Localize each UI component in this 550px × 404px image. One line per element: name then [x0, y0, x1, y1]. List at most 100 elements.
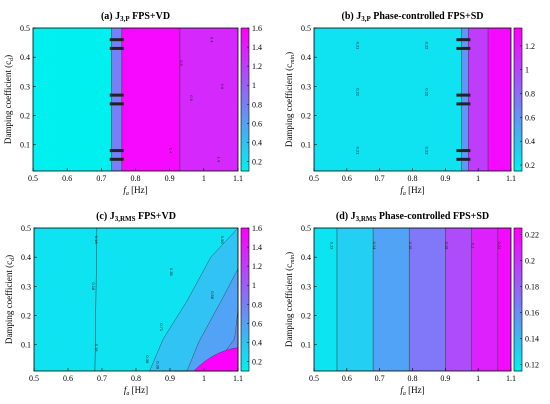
- panel-1-colorbar-tick-label: 0.4: [252, 138, 262, 147]
- panel-2-colorbar-step: [514, 149, 522, 154]
- panel-3-y-tick-label: 0.3: [21, 282, 31, 291]
- panel-1-contour-label: 0.5: [179, 60, 184, 66]
- panel-1-colorbar-step: [241, 42, 249, 47]
- panel-4-x-tick-label: 0.7: [375, 374, 385, 383]
- panel-2-colorbar-step: [514, 60, 522, 65]
- panel-3-contour-label: 0.58: [220, 236, 225, 245]
- panel-3-x-tick-label: 1: [202, 374, 206, 383]
- panel-3-y-label-subscript: d: [10, 257, 16, 261]
- panel-1-x-axis-label: fa [Hz]: [123, 185, 147, 197]
- panel-4-colorbar-step: [514, 345, 522, 351]
- panel-4-colorbar-step: [514, 317, 522, 322]
- panel-2-y-axis-label: Damping coefficient (cmin): [284, 52, 296, 147]
- panel-2-x-tick-label: 0.9: [440, 174, 450, 183]
- panel-2-colorbar-tick-label: 1: [525, 66, 529, 75]
- panel-1-colorbar-step: [241, 124, 249, 129]
- panel-4-x-axis-label: fa [Hz]: [400, 385, 424, 397]
- panel-3-title-main: J: [110, 211, 115, 222]
- panel-3-colorbar-step: [241, 324, 249, 329]
- panel-1-region-0: [33, 28, 112, 171]
- panel-2-x-tick-label: 0.6: [342, 174, 352, 183]
- panel-2-title-subscript: 3,P: [361, 15, 371, 23]
- panel-3-contour-label: 0.38: [169, 268, 174, 277]
- panel-3-colorbar-step: [241, 356, 249, 361]
- panel-2-x-axis-label: fa [Hz]: [400, 185, 424, 197]
- panel-4-region-1: [336, 228, 374, 371]
- panel-3-y-tick-label: 0.1: [21, 341, 31, 350]
- panel-1-contour-label: 0.6: [220, 84, 225, 90]
- panel-3-colorbar-step: [241, 338, 249, 343]
- panel-4-colorbar-step: [514, 306, 522, 311]
- panel-2-region-0: [314, 28, 462, 171]
- panel-2-colorbar-step: [514, 156, 522, 161]
- panel-1-colorbar-step: [241, 135, 249, 140]
- panel-1-colorbar-step: [241, 53, 249, 58]
- panel-2-colorbar-step: [514, 135, 522, 140]
- panel-1-colorbar-step: [241, 31, 249, 36]
- panel-1-chart: 0.4 0.5 0.6 0.9 1.4 1.4 0.5 0.6 0.7 0.8 0.9 1 1.1 0.1…: [3, 11, 262, 197]
- panel-3-colorbar-step: [241, 295, 249, 300]
- panel-3-x-tick-label: 0.7: [97, 374, 107, 383]
- panel-1-contour-cluster-3: [109, 102, 124, 106]
- panel-1-colorbar-step: [241, 88, 249, 93]
- panel-1-colorbar-step: [241, 138, 249, 143]
- panel-4-colorbar-step: [514, 267, 522, 272]
- panel-4-y-tick-label: 0.1: [301, 341, 311, 350]
- panel-1-panel-letter: (a): [101, 11, 115, 22]
- panel-3-x-axis-label: fa [Hz]: [124, 385, 148, 397]
- panel-2-contour-label: 0.22: [425, 42, 430, 51]
- panel-2-colorbar-tick-label: 0.8: [525, 90, 535, 99]
- panel-1-colorbar-step: [241, 153, 249, 158]
- panel-1-colorbar-step: [241, 131, 249, 136]
- panel-2-colorbar-step: [514, 85, 522, 90]
- panel-3-colorbar-step: [241, 238, 249, 243]
- panel-4-colorbar-step: [514, 288, 522, 293]
- panel-3-colorbar-step: [241, 231, 249, 236]
- panel-2-colorbar-step: [514, 38, 522, 43]
- panel-3-colorbar-step: [241, 253, 249, 258]
- panel-1-colorbar-step: [241, 60, 249, 65]
- panel-1-contour-label: 1.4: [217, 157, 222, 163]
- panel-2-contour-label: 0.21: [356, 42, 361, 51]
- panel-1-y-tick-label: 0.4: [20, 53, 30, 62]
- panel-1-x-label-unit: [Hz]: [129, 185, 148, 195]
- panel-4-colorbar-step: [514, 263, 522, 268]
- panel-3-colorbar-step: [241, 270, 249, 275]
- panel-4-colorbar-step: [514, 331, 522, 336]
- panel-1-y-label-subscript: d: [9, 57, 15, 61]
- panel-1-colorbar-step: [241, 149, 249, 154]
- panel-4-colorbar-step: [514, 310, 522, 315]
- panel-4-colorbar-step: [514, 295, 522, 300]
- panel-2-x-label-symbol: f: [400, 185, 404, 195]
- panel-4-colorbar-step: [514, 349, 522, 354]
- panel-4-contour-label: 0.22: [497, 242, 502, 251]
- panel-4-x-tick-label: 0.5: [309, 374, 319, 383]
- panel-2-colorbar-step: [514, 160, 522, 165]
- panel-1-colorbar-step: [241, 163, 249, 168]
- panel-4-x-tick-label: 0.9: [440, 374, 450, 383]
- panel-1-colorbar-step: [241, 70, 249, 75]
- panel-4-colorbar-step: [514, 253, 522, 258]
- panel-4-colorbar-step: [514, 278, 522, 283]
- panel-2-colorbar-step: [514, 163, 522, 168]
- panel-2-colorbar-step: [514, 113, 522, 118]
- panel-3-colorbar-step: [241, 242, 249, 247]
- panel-1-colorbar-frame: [240, 27, 250, 172]
- panel-1-contour-label: 1.4: [169, 148, 174, 154]
- panel-1-colorbar-step: [241, 110, 249, 115]
- panel-1-y-axis-label: Damping coefficient (cd): [3, 55, 15, 144]
- panel-3-contour-label: 0.18: [94, 344, 99, 353]
- panel-4-colorbar-step: [514, 335, 522, 340]
- panel-2-colorbar-step: [514, 153, 522, 158]
- panel-1-colorbar-step: [241, 67, 249, 72]
- panel-4-x-tick-label: 1.1: [506, 374, 516, 383]
- panel-3-colorbar-step: [241, 331, 249, 336]
- panel-3-colorbar-tick-label: 0.6: [252, 319, 262, 328]
- panel-2-contour-cluster-4: [456, 149, 471, 153]
- panel-4-colorbar-tick-label: 0.16: [525, 309, 539, 318]
- panel-2-colorbar-step: [514, 35, 522, 40]
- panel-1-colorbar-step: [241, 128, 249, 133]
- panel-2-colorbar-step: [514, 88, 522, 93]
- panel-1-colorbar-step: [241, 167, 249, 172]
- panel-3-colorbar-step: [241, 249, 249, 254]
